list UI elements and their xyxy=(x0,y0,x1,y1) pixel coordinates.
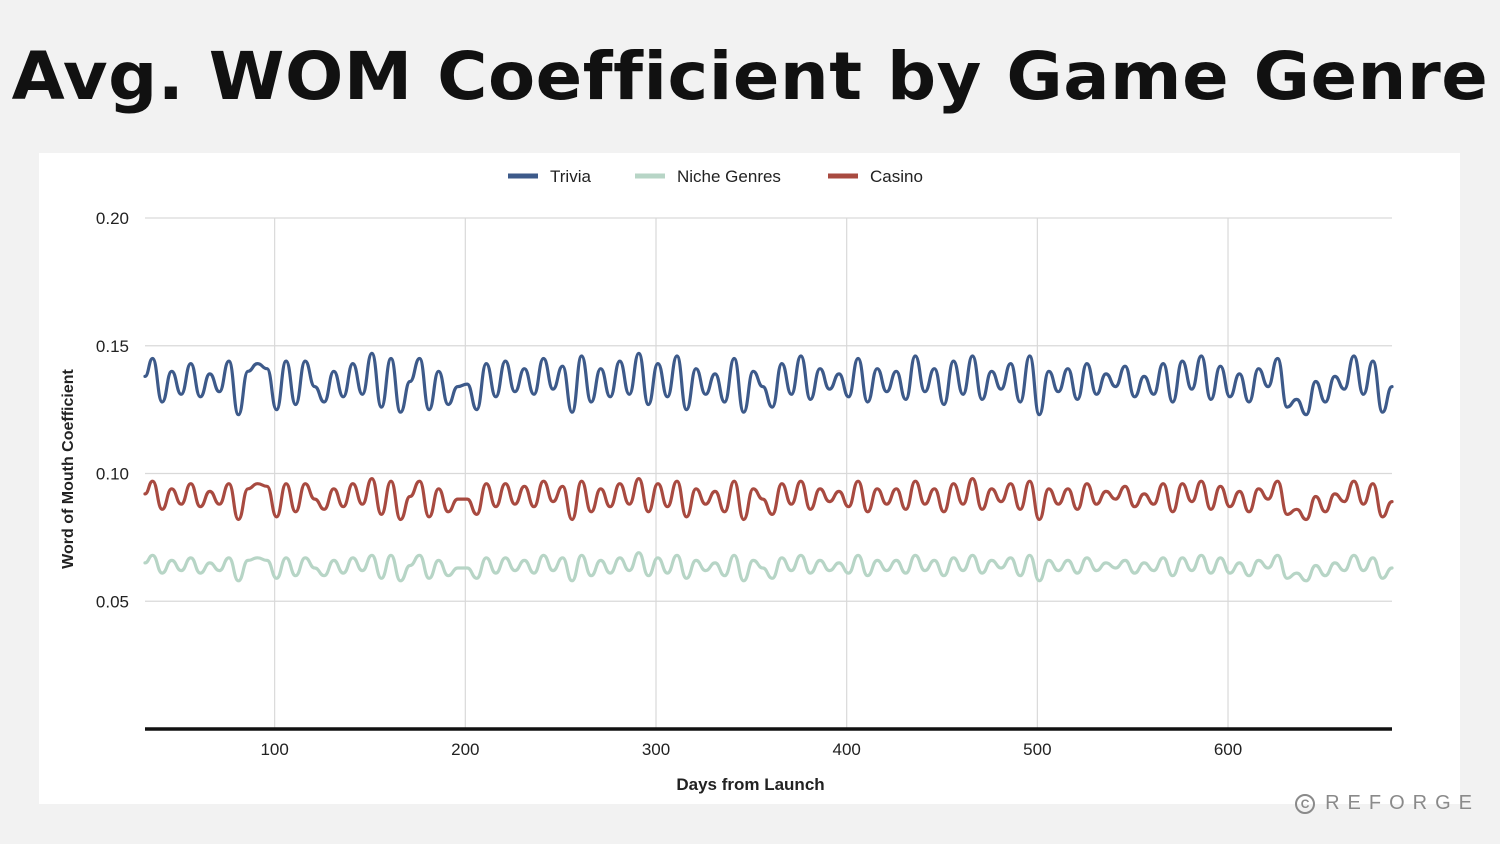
x-tick-label: 600 xyxy=(1214,740,1242,759)
brand-watermark: C REFORGE xyxy=(1295,792,1480,815)
legend-label-niche-genres: Niche Genres xyxy=(677,167,781,186)
line-chart: 0.05 0.10 0.15 0.20 100 200 300 400 500 600 Trivia… xyxy=(60,167,1394,794)
x-tick-label: 400 xyxy=(832,740,860,759)
x-tick-label: 500 xyxy=(1023,740,1051,759)
brand-text: REFORGE xyxy=(1325,792,1480,814)
x-axis-title: Days from Launch xyxy=(676,775,824,794)
x-tick-label: 300 xyxy=(642,740,670,759)
legend-label-casino: Casino xyxy=(870,167,923,186)
page-title: Avg. WOM Coefficient by Game Genre xyxy=(11,38,1489,115)
y-tick-label: 0.10 xyxy=(96,465,129,484)
legend-label-trivia: Trivia xyxy=(550,167,591,186)
y-tick-label: 0.05 xyxy=(96,592,129,611)
y-tick-label: 0.15 xyxy=(96,337,129,356)
x-tick-label: 100 xyxy=(260,740,288,759)
chart-card: 0.05 0.10 0.15 0.20 100 200 300 400 500 600 Trivia… xyxy=(39,153,1460,804)
series-line-niche-genres xyxy=(143,551,1394,583)
x-tick-label: 200 xyxy=(451,740,479,759)
series-line-casino xyxy=(143,477,1394,522)
y-axis-title: Word of Mouth Coefficient xyxy=(60,368,77,568)
copyright-icon: C xyxy=(1295,793,1316,814)
series-line-trivia xyxy=(143,351,1394,417)
y-tick-label: 0.20 xyxy=(96,209,129,228)
